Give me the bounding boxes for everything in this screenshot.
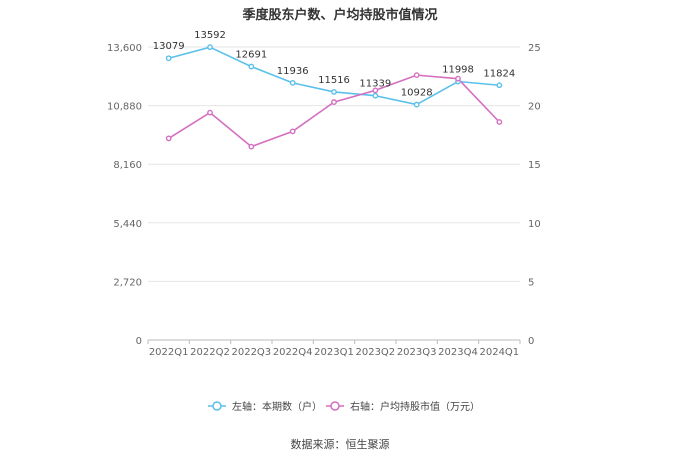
series-2-point (289, 128, 296, 135)
series-points (165, 44, 503, 150)
series-lines (168, 46, 500, 148)
legend: 左轴：本期数（户） 右轴：户均持股市值（万元） (208, 400, 480, 413)
left-tick-label: 2,720 (113, 277, 142, 288)
left-tick-label: 0 (136, 336, 142, 347)
series-1-point (165, 55, 172, 62)
series-2-point (248, 143, 255, 150)
data-labels: 13079 13592 12691 11936 11516 11339 10928 11998… (153, 30, 515, 98)
x-tick-label: 2023Q3 (397, 347, 437, 358)
legend-label-1: 左轴：本期数（户） (232, 400, 322, 413)
series-1-point (413, 101, 420, 108)
right-tick-label: 0 (528, 336, 534, 347)
right-tick-label: 10 (528, 219, 541, 230)
series-2-point (331, 99, 337, 105)
data-label: 13079 (153, 41, 185, 52)
data-label: 11824 (483, 68, 515, 79)
x-tick-label: 2022Q3 (231, 347, 271, 358)
right-tick-label: 5 (528, 277, 534, 288)
series-2-point (207, 109, 213, 116)
right-tick-label: 15 (528, 160, 541, 171)
left-tick-label: 10,880 (107, 102, 142, 113)
x-tick-label: 2022Q4 (273, 347, 313, 358)
x-tick-label: 2022Q2 (190, 347, 230, 358)
left-tick-label: 5,440 (113, 219, 142, 230)
x-tick-label: 2024Q1 (479, 347, 519, 358)
x-tick-label: 2023Q2 (355, 347, 395, 358)
series-2-point (165, 135, 172, 142)
series-1-point (372, 92, 379, 99)
data-label: 12691 (235, 50, 267, 61)
chart-title: 季度股东户数、户均持股市值情况 (242, 8, 438, 23)
series-2-point (455, 75, 461, 82)
data-label: 11998 (442, 65, 474, 76)
series-1-point (207, 44, 213, 51)
series-2-point (372, 87, 379, 94)
legend-label-2: 右轴：户均持股市值（万元） (350, 400, 480, 413)
left-tick-label: 8,160 (113, 160, 142, 171)
left-tick-label: 13,600 (107, 43, 142, 54)
axes: 0 2,720 5,440 8,160 10,880 13,600 0 5 10 15 20 25 20… (107, 43, 541, 358)
series-1-point (248, 63, 255, 70)
x-tick-label: 2022Q1 (149, 347, 189, 358)
x-tick-label: 2023Q1 (314, 347, 354, 358)
series-1-point (496, 82, 503, 89)
right-tick-label: 25 (528, 43, 541, 54)
x-tick-label: 2023Q4 (438, 347, 478, 358)
series-1-point (289, 79, 296, 86)
series-2-point (496, 119, 503, 125)
data-label: 11936 (277, 66, 309, 77)
legend-marker-2 (330, 401, 340, 411)
data-label: 11339 (359, 79, 391, 90)
data-source: 数据来源：恒生聚源 (290, 438, 390, 451)
data-label: 13592 (194, 30, 226, 41)
grid-lines (148, 46, 520, 282)
series-2-point (413, 72, 420, 79)
data-label: 10928 (401, 88, 433, 99)
series-1-point (331, 88, 337, 95)
data-label: 11516 (318, 75, 350, 86)
right-tick-label: 20 (528, 102, 541, 113)
legend-marker-1 (212, 401, 222, 411)
